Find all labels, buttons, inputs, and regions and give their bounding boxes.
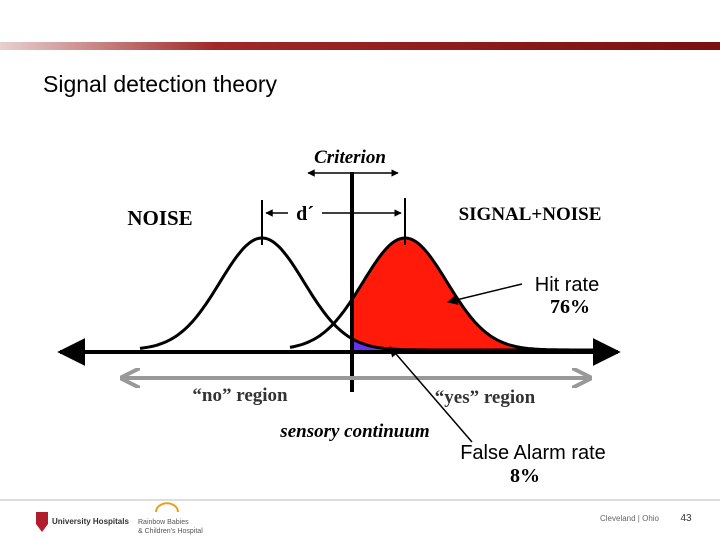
- logo-icon: [36, 512, 48, 532]
- header-bar: [0, 42, 720, 50]
- dprime-label: d´: [296, 203, 314, 225]
- hit-rate-value: 76%: [550, 296, 590, 318]
- noise-label: NOISE: [127, 206, 192, 230]
- false-alarm-label: False Alarm rate: [460, 442, 606, 464]
- distributions: [139, 236, 600, 352]
- signal-noise-label: SIGNAL+NOISE: [459, 204, 602, 225]
- no-region-label: “no” region: [192, 385, 288, 406]
- page-number: 43: [680, 513, 692, 524]
- hit-pointer: [446, 283, 523, 305]
- footer-location: Cleveland | Ohio: [600, 514, 660, 523]
- fa-pointer: [389, 346, 473, 443]
- logo-middle: Rainbow Babies: [138, 519, 189, 526]
- hit-area: [352, 238, 600, 350]
- logo-middle: & Children's Hospital: [138, 528, 203, 535]
- hit-rate-label: Hit rate: [535, 274, 599, 296]
- criterion-label: Criterion: [314, 147, 386, 168]
- yes-region-label: “yes” region: [435, 387, 536, 408]
- false-alarm-value: 8%: [510, 465, 540, 487]
- axis-label: sensory continuum: [279, 421, 429, 442]
- logo-left: University Hospitals: [52, 517, 129, 526]
- slide-title: Signal detection theory: [43, 71, 277, 97]
- logo-rainbow: [155, 502, 179, 513]
